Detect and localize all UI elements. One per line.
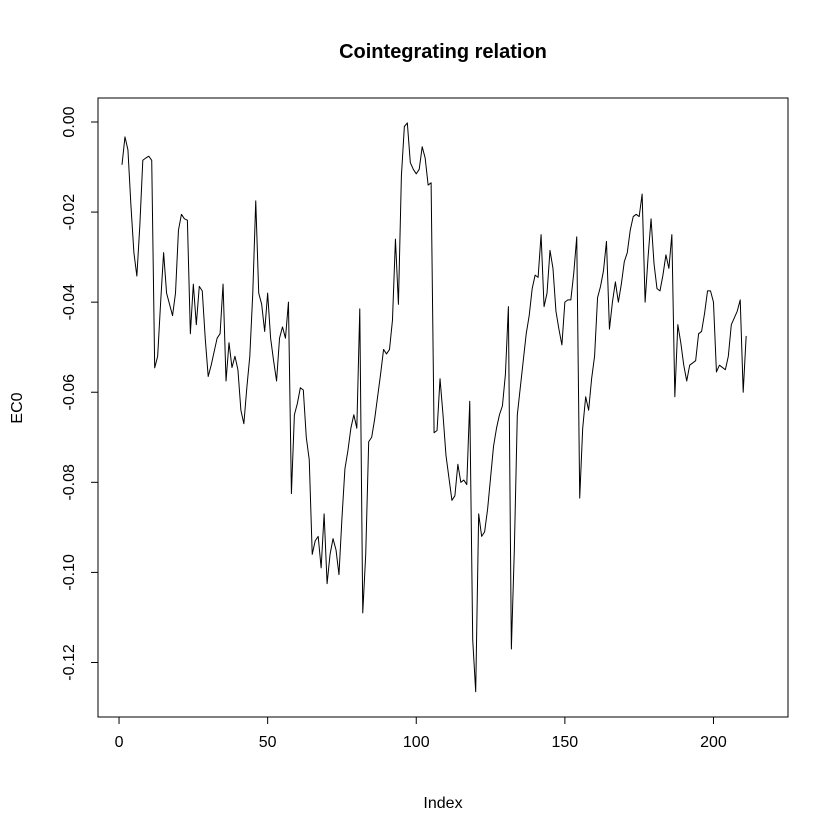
y-tick-label: -0.06: [61, 374, 78, 411]
x-axis: 0 50 100 150 200: [115, 716, 727, 751]
y-axis-label: EC0: [9, 392, 26, 423]
y-tick-label: -0.08: [61, 464, 78, 501]
y-tick-label: 0.00: [61, 106, 78, 137]
x-tick-label: 200: [700, 734, 727, 751]
y-tick-label: -0.04: [61, 284, 78, 321]
series-layer: [121, 122, 747, 693]
chart-title: Cointegrating relation: [339, 41, 547, 63]
y-tick-label: -0.10: [61, 554, 78, 591]
y-axis: 0.00 -0.02 -0.04 -0.06 -0.08 -0.10 -0.12: [61, 106, 99, 681]
y-tick-label: -0.12: [61, 644, 78, 681]
y-tick-label: -0.02: [61, 194, 78, 231]
x-tick-label: 150: [552, 734, 579, 751]
x-tick-label: 50: [259, 734, 277, 751]
series-line: [121, 122, 747, 693]
x-tick-label: 100: [403, 734, 430, 751]
x-tick-label: 0: [115, 734, 124, 751]
x-axis-label: Index: [423, 795, 462, 812]
